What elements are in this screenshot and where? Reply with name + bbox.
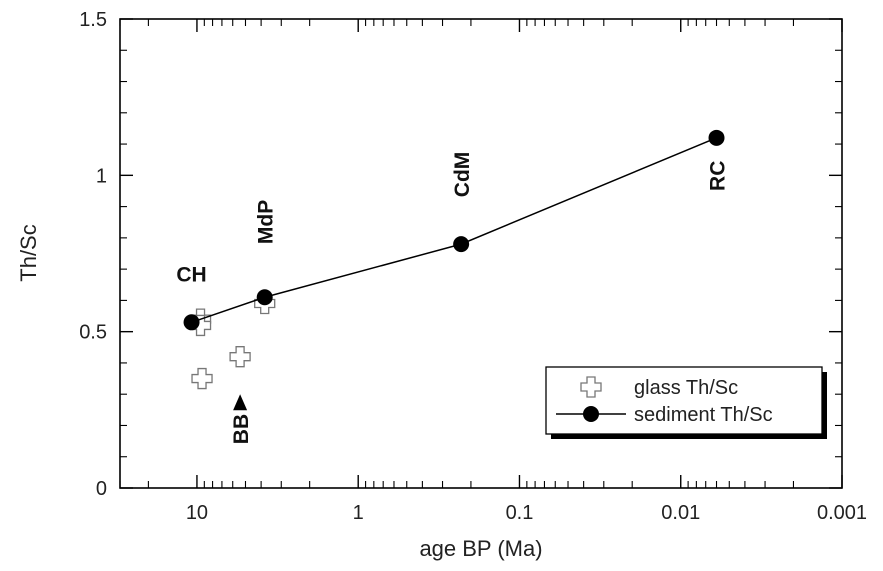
data-point-sediment (183, 314, 200, 331)
x-tick-label: 10 (186, 502, 208, 524)
point-label: RC (707, 161, 730, 191)
data-point-glass (191, 367, 213, 390)
x-tick-label: 1 (353, 502, 364, 524)
point-label: BB (230, 414, 253, 444)
x-axis-title: age BP (Ma) (419, 536, 542, 561)
legend: glass Th/Sc sediment Th/Sc (545, 366, 827, 439)
x-tick-label: 0.1 (506, 502, 534, 524)
annotation-layer: CH MdP CdM RC BB (176, 152, 729, 445)
point-label: MdP (255, 200, 278, 244)
y-tick-label: 0 (96, 478, 107, 500)
x-tick-label: 0.01 (661, 502, 700, 524)
legend-label: sediment Th/Sc (634, 404, 773, 426)
axis-ticks (119, 18, 843, 489)
plot-frame (119, 18, 843, 489)
y-tick-label: 1 (96, 165, 107, 187)
y-axis-title: Th/Sc (16, 224, 41, 281)
legend-label: glass Th/Sc (634, 377, 738, 399)
data-point-glass (229, 346, 251, 368)
series-layer (183, 129, 725, 390)
point-label: CdM (451, 152, 474, 198)
point-label: CH (176, 264, 206, 287)
legend-marker-glass (580, 376, 602, 398)
x-tick-label: 0.001 (817, 502, 867, 524)
series-line (191, 137, 717, 323)
data-point-sediment (708, 129, 725, 146)
y-tick-label: 1.5 (79, 9, 107, 31)
legend-marker-sediment (583, 406, 599, 422)
data-point-sediment (453, 236, 470, 253)
arrow-head (233, 394, 248, 411)
tick-labels: 10 1 0.1 0.01 0.001 0 0.5 1 1.5 (79, 9, 867, 524)
data-point-sediment (256, 289, 273, 306)
y-tick-label: 0.5 (79, 322, 107, 344)
